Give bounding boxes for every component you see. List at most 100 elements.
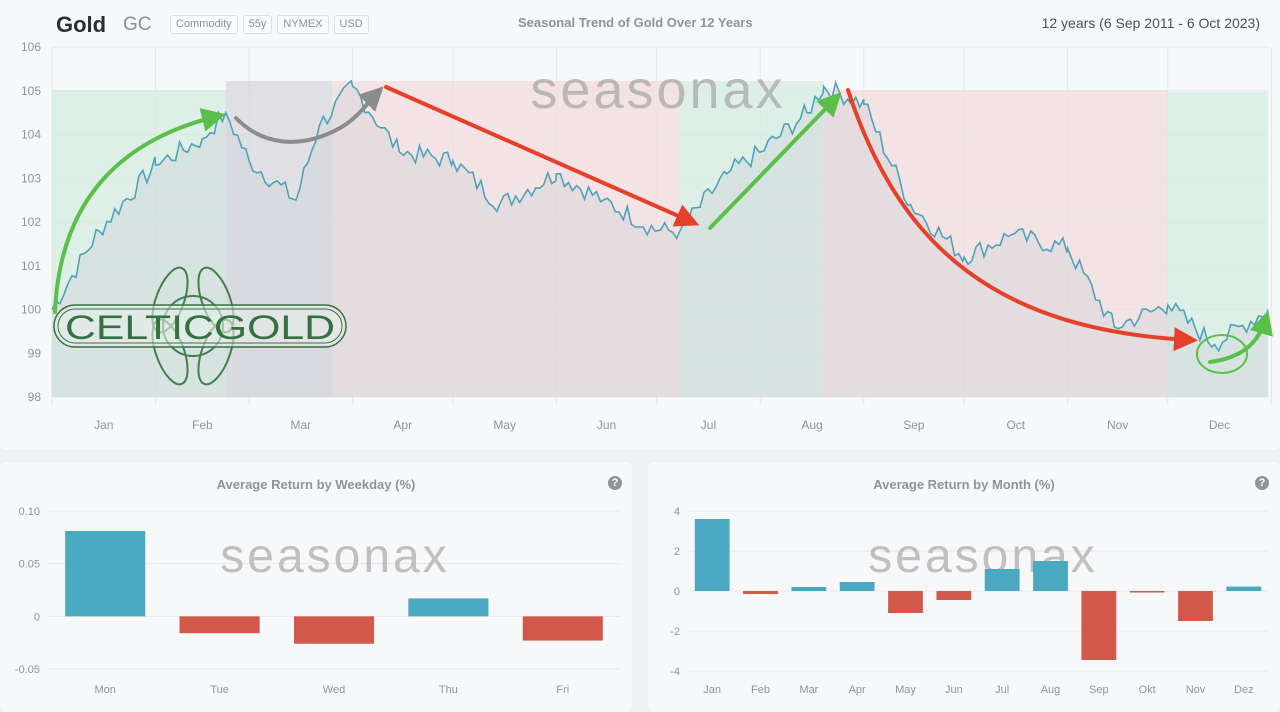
x-tick-label: Apr <box>849 684 866 696</box>
weekday-bar-chart[interactable]: -0.05 0 0.05 0.10 seasonax Mon Tue Wed Thu Fri <box>0 462 632 712</box>
x-tick-label: Feb <box>192 418 213 432</box>
x-tick-label: Aug <box>1041 684 1061 696</box>
x-tick-label: Apr <box>393 418 412 432</box>
y-tick-label: 2 <box>674 546 680 558</box>
arrow-up-jul-aug-icon <box>708 92 842 230</box>
y-tick-label: 103 <box>21 171 41 185</box>
trend-annotations <box>53 85 1273 374</box>
seasonax-watermark: seasonax <box>220 530 449 583</box>
month-chart-title: Average Return by Month (%) <box>873 477 1055 492</box>
x-tick-label: Jun <box>597 418 616 432</box>
arc-feb-mar-icon <box>234 86 384 144</box>
bar-jul[interactable] <box>984 569 1020 591</box>
x-tick-label: Oct <box>1006 418 1025 432</box>
bar-feb[interactable] <box>743 591 778 594</box>
y-axis-labels: 98 99 100 101 102 103 104 105 106 <box>21 40 41 404</box>
bar-apr[interactable] <box>839 582 875 591</box>
x-tick-label: Mar <box>291 418 312 432</box>
x-tick-label: May <box>493 418 516 432</box>
seasonal-price-line <box>51 79 1269 353</box>
y-tick-label: 99 <box>28 346 42 360</box>
y-tick-label: 101 <box>21 259 41 273</box>
x-tick-label: Okt <box>1139 684 1156 696</box>
zone-bearish <box>332 81 681 397</box>
seasonax-watermark: seasonax <box>530 60 785 120</box>
x-tick-label: Nov <box>1186 684 1206 696</box>
x-tick-label: Sep <box>903 418 925 432</box>
date-range: 12 years (6 Sep 2011 - 6 Oct 2023) <box>1041 15 1260 31</box>
x-tick-label: Nov <box>1107 418 1128 432</box>
seasonal-chart-panel: Gold GC Commodity 55y NYMEX USD Seasonal… <box>0 0 1280 450</box>
arrow-down-apr-jul-icon <box>384 85 700 227</box>
y-tick-label: 105 <box>21 84 41 98</box>
y-tick-label: -0.05 <box>15 664 40 676</box>
x-tick-label: Wed <box>323 684 345 696</box>
help-icon[interactable]: ? <box>608 476 622 490</box>
x-tick-label: Tue <box>210 684 229 696</box>
arc-down-aug-dec-icon <box>846 88 1198 352</box>
bar-may[interactable] <box>888 591 923 613</box>
tag-exchange: NYMEX <box>277 15 329 34</box>
x-tick-label: Jun <box>945 684 963 696</box>
x-tick-label: Jan <box>94 418 113 432</box>
bar-tue[interactable] <box>179 616 260 634</box>
seasonal-line-chart[interactable]: 98 99 100 101 102 103 104 105 106 Jan Feb Mar Apr Ma… <box>0 0 1280 450</box>
y-tick-label: 106 <box>21 40 41 54</box>
bar-jan[interactable] <box>694 519 730 591</box>
x-tick-label: Jan <box>703 684 721 696</box>
bar-wed[interactable] <box>293 616 375 644</box>
bar-fri[interactable] <box>522 616 603 641</box>
asset-code: GC <box>123 14 152 35</box>
y-tick-label: 102 <box>21 215 41 229</box>
x-tick-label: May <box>895 684 916 696</box>
celticgold-logo: CELTICGOLD <box>53 266 347 386</box>
tag-currency: USD <box>333 15 369 34</box>
x-tick-label: Sep <box>1089 684 1109 696</box>
x-tick-label: Dez <box>1234 684 1254 696</box>
y-tick-label: 4 <box>674 506 680 518</box>
x-tick-label: Mon <box>94 684 115 696</box>
chart-title: Seasonal Trend of Gold Over 12 Years <box>518 15 753 30</box>
bar-mar[interactable] <box>791 587 827 591</box>
y-tick-label: 104 <box>21 128 41 142</box>
y-tick-label: 98 <box>28 390 42 404</box>
month-return-panel: Average Return by Month (%) ? -4 -2 0 2 4 sea… <box>648 462 1280 712</box>
arrow-up-dec-icon <box>1208 310 1273 364</box>
y-tick-label: -2 <box>670 626 680 638</box>
bar-okt[interactable] <box>1129 591 1165 593</box>
chart-header: Gold GC Commodity 55y NYMEX USD Seasonal… <box>0 0 1280 46</box>
highlight-circle-icon <box>1196 334 1248 374</box>
asset-name: Gold <box>56 12 107 37</box>
x-axis-labels: Jan Feb Mar Apr May Jun Jul Aug Sep Oct Nov Dec <box>94 418 1230 432</box>
x-tick-label: Feb <box>751 684 770 696</box>
x-tick-label: Jul <box>995 684 1009 696</box>
bar-thu[interactable] <box>408 598 489 617</box>
x-tick-label: Dec <box>1209 418 1230 432</box>
bar-sep[interactable] <box>1081 591 1117 660</box>
bar-dez[interactable] <box>1226 586 1262 591</box>
celticgold-text: CELTICGOLD <box>65 309 335 347</box>
help-icon[interactable]: ? <box>1255 476 1269 490</box>
arrow-up-jan-feb-icon <box>53 108 226 314</box>
x-tick-label: Jul <box>701 418 716 432</box>
area-fill <box>52 80 1268 398</box>
bar-nov[interactable] <box>1178 591 1213 621</box>
y-tick-label: -4 <box>670 666 680 678</box>
asset-tags: Commodity 55y NYMEX USD <box>170 15 369 34</box>
x-tick-label: Fri <box>556 684 569 696</box>
x-tick-label: Mar <box>799 684 818 696</box>
bar-jun[interactable] <box>936 591 972 600</box>
y-tick-label: 100 <box>21 303 41 317</box>
tag-history: 55y <box>242 15 273 34</box>
y-tick-label: 0.05 <box>19 559 40 571</box>
weekday-chart-title: Average Return by Weekday (%) <box>216 477 416 492</box>
tag-commodity: Commodity <box>170 15 238 34</box>
y-tick-label: 0.10 <box>19 506 40 518</box>
x-tick-label: Thu <box>439 684 458 696</box>
y-tick-label: 0 <box>674 586 680 598</box>
x-tick-label: Aug <box>801 418 822 432</box>
bar-mon[interactable] <box>65 531 146 617</box>
y-tick-label: 0 <box>34 611 40 623</box>
bar-aug[interactable] <box>1033 561 1068 591</box>
